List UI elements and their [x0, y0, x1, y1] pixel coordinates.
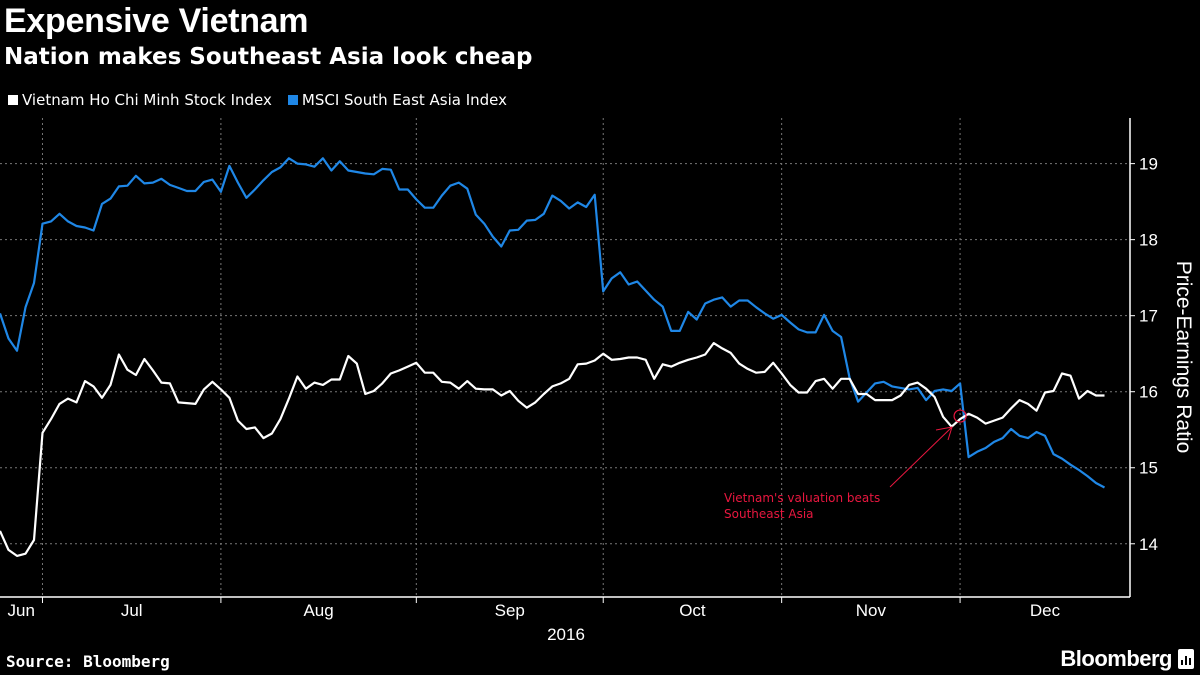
chart-icon	[1178, 649, 1194, 669]
y-axis-label: Price-Earnings Ratio	[1172, 261, 1195, 454]
x-tick-label: Oct	[679, 601, 706, 620]
y-tick-label: 17	[1139, 307, 1158, 326]
series-line-msci	[0, 157, 1106, 489]
x-tick-label: Sep	[495, 601, 525, 620]
y-tick-label: 15	[1139, 459, 1158, 478]
logo-text: Bloomberg	[1060, 646, 1172, 671]
annotation-text-line1: Vietnam's valuation beats	[724, 491, 880, 505]
x-tick-label: Dec	[1030, 601, 1061, 620]
annotation-arrowhead	[935, 426, 953, 441]
chart-title: Expensive Vietnam	[4, 2, 309, 40]
series-line-vietnam	[0, 342, 1105, 558]
x-tick-label: Jun	[8, 601, 35, 620]
legend-item-vietnam: Vietnam Ho Chi Minh Stock Index	[8, 91, 272, 109]
legend-label-msci: MSCI South East Asia Index	[301, 91, 508, 109]
x-axis-label: 2016	[547, 625, 585, 644]
x-tick-label: Aug	[303, 601, 333, 620]
legend-label-vietnam: Vietnam Ho Chi Minh Stock Index	[22, 91, 272, 109]
legend: Vietnam Ho Chi Minh Stock Index MSCI Sou…	[8, 91, 507, 109]
x-tick-label: Jul	[121, 601, 143, 620]
chart-subtitle: Nation makes Southeast Asia look cheap	[4, 44, 533, 70]
source-note: Source: Bloomberg	[6, 652, 170, 671]
legend-swatch-msci	[287, 95, 298, 105]
y-tick-label: 19	[1139, 155, 1158, 174]
annotation-circle	[953, 409, 967, 423]
y-tick-label: 14	[1139, 535, 1158, 554]
bloomberg-logo: Bloomberg	[1060, 646, 1194, 672]
y-tick-label: 18	[1139, 231, 1158, 250]
annotation-text-line2: Southeast Asia	[724, 507, 814, 521]
y-tick-label: 16	[1139, 383, 1158, 402]
x-tick-label: Nov	[856, 601, 887, 620]
legend-swatch-vietnam	[8, 95, 18, 105]
annotation-arrow	[889, 426, 953, 488]
legend-item-msci: MSCI South East Asia Index	[287, 91, 508, 109]
